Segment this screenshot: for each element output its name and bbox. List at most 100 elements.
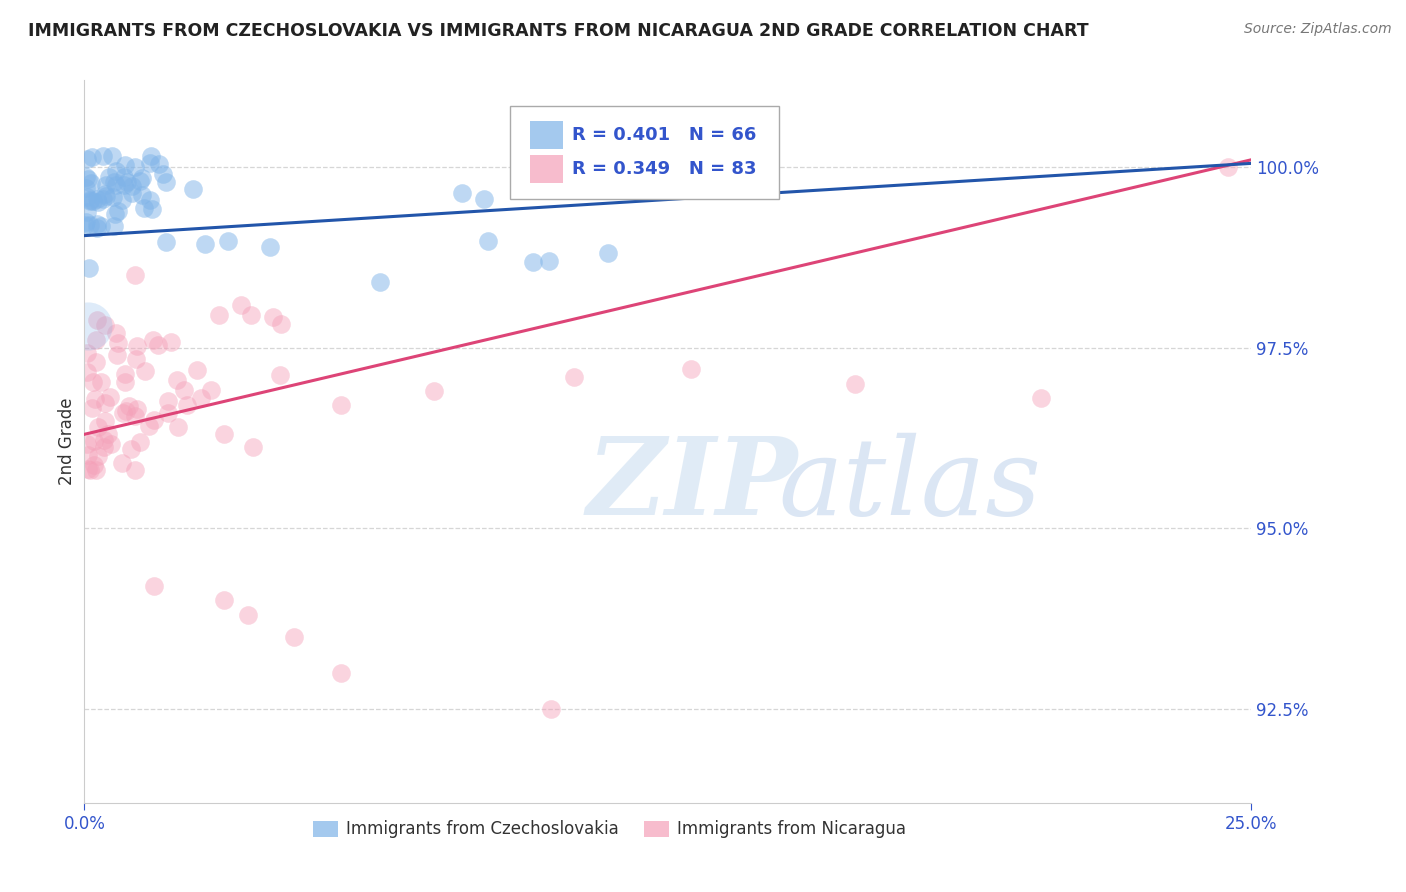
Point (538, 253, 561, 268)
Point (173, 383, 195, 397)
Point (134, 364, 156, 378)
Point (76, 204, 98, 219)
Point (77, 462, 100, 476)
Point (86, 192, 108, 206)
Point (152, 167, 174, 181)
Point (127, 339, 149, 353)
Point (114, 375, 136, 389)
Point (114, 367, 136, 381)
Point (138, 419, 160, 434)
Point (118, 399, 141, 413)
Point (166, 373, 188, 387)
Point (82, 375, 104, 389)
Point (131, 170, 153, 185)
Point (423, 384, 446, 398)
Point (90, 375, 112, 389)
Point (124, 160, 146, 174)
Point (83, 434, 105, 448)
Point (540, 702, 562, 716)
Point (208, 308, 231, 322)
Point (121, 179, 143, 194)
Point (86, 313, 108, 327)
Point (93, 433, 115, 447)
Point (176, 399, 198, 413)
Point (141, 202, 163, 216)
Point (214, 427, 236, 442)
Point (146, 338, 169, 352)
Point (131, 187, 153, 202)
Point (94, 318, 117, 332)
Point (111, 193, 134, 207)
Point (101, 190, 124, 204)
Point (121, 186, 143, 200)
Point (139, 155, 162, 169)
Point (107, 335, 129, 350)
Point (157, 406, 180, 420)
Point (269, 368, 291, 382)
Point (200, 383, 222, 397)
Point (111, 456, 134, 470)
Point (125, 352, 148, 367)
Point (86, 194, 108, 209)
Point (259, 240, 281, 254)
Point (107, 204, 129, 219)
Point (115, 175, 138, 189)
Point (93, 187, 115, 202)
Point (76, 365, 98, 379)
Point (76, 448, 98, 462)
Point (93, 396, 115, 410)
Point (124, 268, 146, 283)
Bar (530, 121, 562, 149)
Point (681, 362, 703, 376)
Point (98, 390, 121, 404)
Point (270, 317, 292, 331)
Bar (530, 155, 562, 183)
Point (1031, 391, 1053, 405)
Point (124, 463, 146, 477)
Point (120, 442, 142, 456)
Point (1216, 160, 1239, 174)
Point (79, 463, 101, 477)
Point (96, 189, 118, 203)
Point (76, 172, 98, 186)
Point (477, 234, 499, 248)
Point (596, 245, 619, 260)
Text: atlas: atlas (779, 433, 1042, 538)
Point (129, 434, 152, 449)
Text: ZIP: ZIP (586, 432, 797, 538)
Point (90, 219, 112, 234)
Point (104, 207, 127, 221)
Point (87, 449, 110, 463)
Point (472, 193, 495, 207)
Point (103, 219, 125, 234)
Point (194, 237, 217, 252)
Point (79, 218, 101, 232)
Point (86, 220, 108, 235)
Point (79, 194, 101, 209)
Point (166, 420, 188, 434)
Point (139, 194, 162, 208)
Point (80, 176, 103, 190)
Point (82, 150, 104, 164)
Legend: Immigrants from Czechoslovakia, Immigrants from Nicaragua: Immigrants from Czechoslovakia, Immigran… (307, 814, 912, 845)
Point (214, 593, 236, 607)
Point (83, 458, 105, 472)
Point (330, 665, 353, 680)
Point (148, 157, 170, 171)
Point (190, 391, 212, 405)
Point (76, 437, 98, 451)
Point (83, 392, 105, 407)
Point (186, 363, 208, 377)
Point (75, 218, 97, 232)
Point (93, 414, 115, 428)
Point (129, 174, 152, 188)
Point (217, 235, 239, 249)
Point (576, 153, 599, 167)
Text: IMMIGRANTS FROM CZECHOSLOVAKIA VS IMMIGRANTS FROM NICARAGUA 2ND GRADE CORRELATIO: IMMIGRANTS FROM CZECHOSLOVAKIA VS IMMIGR… (28, 22, 1088, 40)
Point (155, 235, 177, 249)
Point (79, 193, 101, 207)
Point (239, 308, 262, 322)
Point (159, 334, 181, 349)
Point (143, 413, 166, 427)
Point (75, 215, 97, 229)
